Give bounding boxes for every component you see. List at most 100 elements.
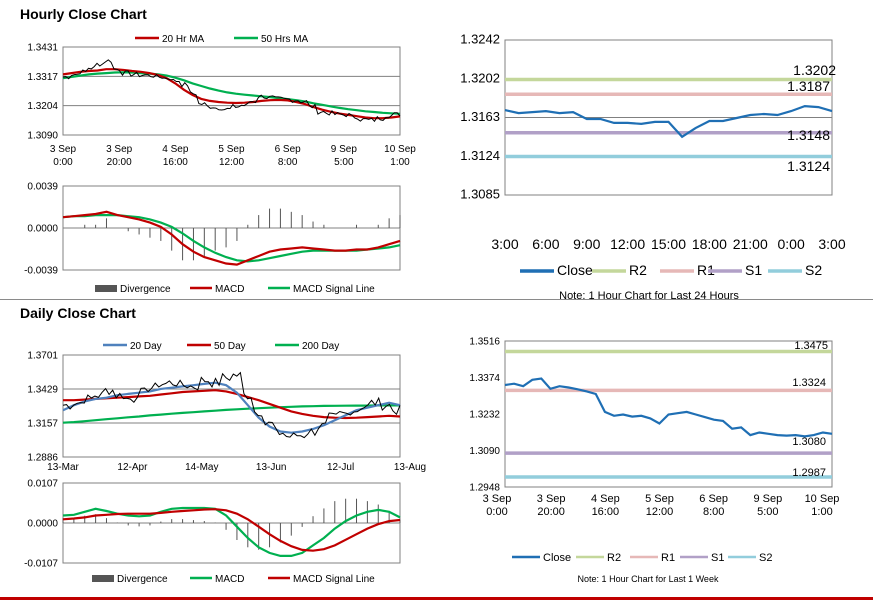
- hourly-price-xtick: 3 Sep: [106, 144, 133, 155]
- hourly-macd-ytick: 0.0000: [27, 224, 58, 235]
- hourly-levels-xtick: 0:00: [778, 236, 805, 252]
- hourly-levels-xtick: 3:00: [491, 236, 518, 252]
- hourly-levels-close-legend-label: Close: [557, 262, 593, 278]
- hourly-section-title: Hourly Close Chart: [20, 6, 147, 22]
- hourly-levels-xtick: 15:00: [651, 236, 686, 252]
- daily-macd-ytick: -0.0107: [24, 559, 58, 570]
- section-divider: [0, 299, 873, 300]
- hourly-price-xtick: 0:00: [53, 157, 73, 168]
- daily-macd-signal-line: [62, 508, 401, 552]
- hourly-levels-r1-legend-label: R1: [697, 262, 715, 278]
- hourly-price-line: [62, 59, 401, 123]
- daily-levels-r1-legend-label: R1: [661, 552, 675, 564]
- daily-levels-ytick: 1.2948: [469, 483, 500, 494]
- hourly-price-xtick: 20:00: [107, 157, 132, 168]
- daily-levels-r2-label: 1.3475: [794, 340, 828, 352]
- hourly-20hr-ma-legend-label: 20 Hr MA: [162, 34, 205, 45]
- hourly-macd-signal-legend-label: MACD Signal Line: [293, 284, 375, 295]
- hourly-levels-ytick: 1.3202: [460, 70, 500, 85]
- daily-price-line: [62, 371, 401, 439]
- daily-levels-ytick: 1.3374: [469, 373, 500, 384]
- hourly-price-xtick: 10 Sep: [384, 144, 416, 155]
- daily-levels-xtick: 3 Sep: [537, 493, 566, 505]
- hourly-price-ytick: 1.3090: [27, 131, 58, 142]
- daily-levels-ytick: 1.3090: [469, 446, 500, 457]
- hourly-levels-r2-label: 1.3202: [793, 62, 836, 78]
- daily-price-ytick: 1.2886: [27, 453, 58, 464]
- daily-price-ytick: 1.3157: [27, 419, 58, 430]
- daily-levels-frame: [504, 340, 833, 488]
- daily-macd-signal-legend-label: MACD Signal Line: [293, 574, 375, 585]
- daily-macd-legend-label: MACD: [215, 574, 244, 585]
- hourly-levels-s2-legend-label: S2: [805, 262, 822, 278]
- hourly-levels-r2-legend-label: R2: [629, 262, 647, 278]
- hourly-price-ytick: 1.3317: [27, 72, 58, 83]
- daily-levels-xtick: 9 Sep: [753, 493, 782, 505]
- daily-price-xtick: 13-Jun: [256, 462, 287, 473]
- hourly-price-xtick: 3 Sep: [50, 144, 77, 155]
- daily-200day-line: [62, 404, 400, 424]
- daily-levels-r2-legend-label: R2: [607, 552, 621, 564]
- hourly-price-frame: [62, 46, 401, 136]
- daily-levels-xtick: 8:00: [703, 506, 724, 518]
- daily-macd-ytick: 0.0000: [27, 519, 58, 530]
- daily-levels-xtick: 0:00: [486, 506, 507, 518]
- hourly-price-xtick: 5 Sep: [218, 144, 245, 155]
- daily-levels-xtick: 6 Sep: [699, 493, 728, 505]
- daily-20day-legend-label: 20 Day: [130, 341, 162, 352]
- hourly-levels-ytick: 1.3163: [460, 109, 500, 124]
- daily-price-ytick: 1.3701: [27, 351, 58, 362]
- daily-levels-ytick: 1.3232: [469, 410, 500, 421]
- daily-levels-xtick: 4 Sep: [591, 493, 620, 505]
- hourly-levels-xtick: 21:00: [733, 236, 768, 252]
- daily-200day-legend-label: 200 Day: [302, 341, 339, 352]
- hourly-divergence-legend-label: Divergence: [120, 284, 171, 295]
- hourly-levels-s1-label: 1.3148: [787, 127, 830, 143]
- hourly-levels-close-line: [504, 104, 833, 139]
- hourly-20hr-ma-line: [62, 68, 401, 120]
- hourly-macd-signal-line: [62, 214, 401, 263]
- hourly-macd-legend-label: MACD: [215, 284, 244, 295]
- hourly-divergence-legend-swatch: [95, 285, 117, 292]
- daily-divergence-legend-swatch: [92, 575, 114, 582]
- hourly-levels-xtick: 9:00: [573, 236, 600, 252]
- hourly-price-ytick: 1.3431: [27, 43, 58, 54]
- daily-20day-line: [62, 381, 401, 434]
- hourly-price-xtick: 4 Sep: [162, 144, 189, 155]
- daily-price-xtick: 12-Jul: [327, 462, 354, 473]
- hourly-50hr-ma-line: [62, 71, 401, 115]
- daily-levels-xtick: 3 Sep: [483, 493, 512, 505]
- hourly-levels-ytick: 1.3242: [460, 32, 500, 47]
- hourly-levels-xtick: 12:00: [610, 236, 645, 252]
- daily-divergence-legend-label: Divergence: [117, 574, 168, 585]
- daily-levels-xtick: 10 Sep: [805, 493, 840, 505]
- hourly-price-ytick: 1.3204: [27, 101, 58, 112]
- hourly-price-xtick: 1:00: [390, 157, 410, 168]
- hourly-price-xtick: 16:00: [163, 157, 188, 168]
- daily-levels-s1-label: 1.3080: [792, 436, 826, 448]
- daily-price-xtick: 13-Aug: [394, 462, 426, 473]
- hourly-price-xtick: 12:00: [219, 157, 244, 168]
- daily-levels-xtick: 20:00: [537, 506, 565, 518]
- hourly-macd-ytick: -0.0039: [24, 266, 58, 277]
- daily-levels-close-line: [504, 377, 833, 438]
- daily-50day-legend-label: 50 Day: [214, 341, 246, 352]
- hourly-levels-ytick: 1.3124: [460, 148, 500, 163]
- daily-price-xtick: 14-May: [185, 462, 218, 473]
- daily-price-xtick: 13-Mar: [47, 462, 79, 473]
- daily-levels-xtick: 16:00: [592, 506, 620, 518]
- daily-levels-s2-label: 1.2987: [792, 467, 826, 479]
- daily-levels-s2-legend-label: S2: [759, 552, 772, 564]
- daily-macd-ytick: 0.0107: [27, 479, 58, 490]
- daily-price-ytick: 1.3429: [27, 385, 58, 396]
- hourly-price-xtick: 8:00: [278, 157, 298, 168]
- daily-price-xtick: 12-Apr: [117, 462, 148, 473]
- daily-levels-close-legend-label: Close: [543, 552, 571, 564]
- hourly-price-xtick: 9 Sep: [331, 144, 358, 155]
- hourly-50hr-ma-legend-label: 50 Hrs MA: [261, 34, 309, 45]
- daily-levels-ytick: 1.3516: [469, 337, 500, 348]
- daily-levels-s1-legend-label: S1: [711, 552, 724, 564]
- bottom-bar: [0, 597, 873, 600]
- daily-50day-line: [63, 389, 401, 420]
